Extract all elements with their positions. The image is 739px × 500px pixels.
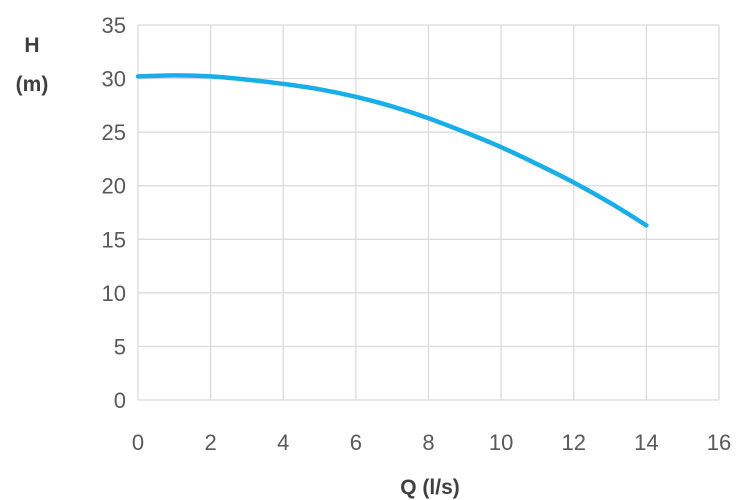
series (135, 73, 649, 228)
x-tick-label-6: 6 (350, 430, 362, 455)
y-tick-label-35: 35 (102, 13, 126, 38)
y-axis-title-line2: (m) (16, 73, 49, 96)
x-tick-label-0: 0 (132, 430, 144, 455)
x-tick-label-12: 12 (562, 430, 586, 455)
y-tick-label-10: 10 (102, 281, 126, 306)
x-tick-label-14: 14 (634, 430, 658, 455)
x-tick-label-4: 4 (277, 430, 289, 455)
y-axis-ticks: 0 5 10 15 20 25 30 35 (102, 13, 126, 413)
grid (137, 24, 720, 401)
y-tick-label-0: 0 (114, 388, 126, 413)
x-tick-label-8: 8 (422, 430, 434, 455)
y-tick-label-20: 20 (102, 174, 126, 199)
series-line-0 (135, 73, 649, 228)
x-tick-label-2: 2 (205, 430, 217, 455)
y-tick-label-5: 5 (114, 334, 126, 359)
x-axis-ticks: 0 2 4 6 8 10 12 14 16 (132, 430, 731, 455)
y-tick-label-15: 15 (102, 227, 126, 252)
y-tick-label-30: 30 (102, 67, 126, 92)
y-axis-title-line1: H (24, 34, 39, 57)
x-tick-label-16: 16 (707, 430, 731, 455)
x-tick-label-10: 10 (489, 430, 513, 455)
x-axis-title: Q (l/s) (400, 476, 460, 499)
y-tick-label-25: 25 (102, 120, 126, 145)
